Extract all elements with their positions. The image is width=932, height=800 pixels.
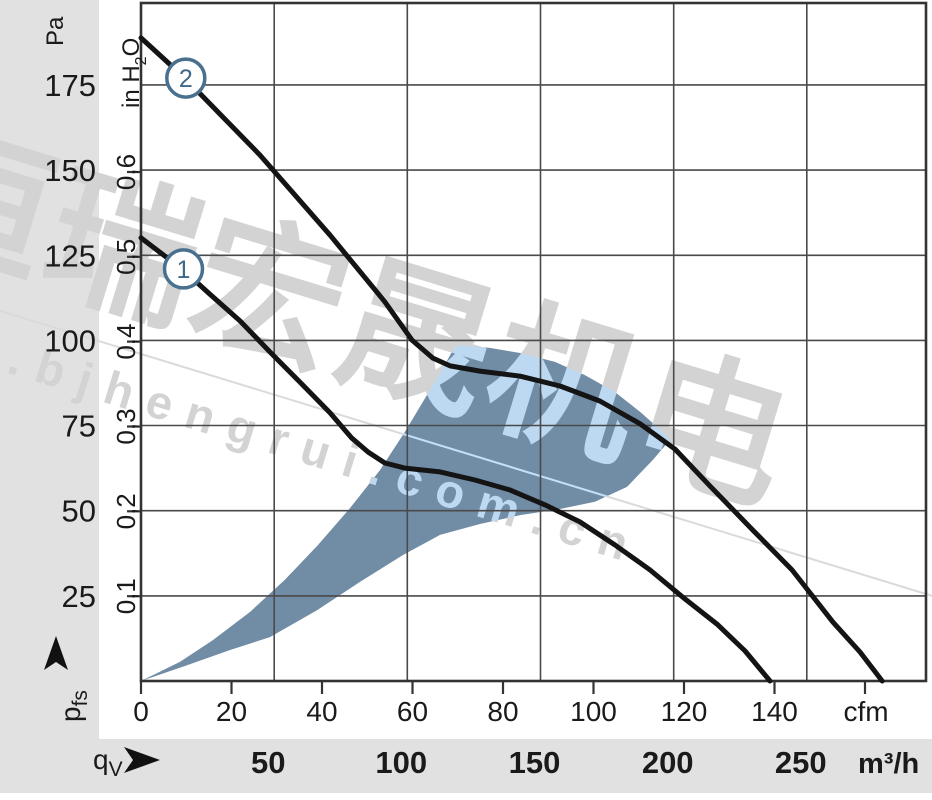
- m3h-tick-label: 150: [509, 745, 561, 780]
- inh2o-axis-title: in H2O: [118, 38, 150, 108]
- pfs-letter: p: [55, 706, 86, 722]
- cfm-tick-label: 140: [751, 696, 798, 727]
- curve-marker-circle-2: [165, 57, 207, 99]
- pfs-axis-label: pfs: [55, 690, 92, 722]
- pa-tick-label: 100: [44, 323, 96, 358]
- cfm-unit-label: cfm: [843, 696, 888, 727]
- qv-arrow-icon: [124, 747, 160, 773]
- cfm-tick-label: 100: [570, 696, 617, 727]
- inh2o-title-prefix: in H: [118, 65, 145, 108]
- curve-1: [138, 235, 773, 684]
- pa-tick-label: 50: [62, 494, 96, 529]
- inh2o-tick-label: 0,6: [111, 154, 141, 190]
- inh2o-title-suffix: O: [118, 38, 145, 57]
- pa-tick-label: 75: [62, 409, 96, 444]
- performance-curves: [138, 35, 885, 684]
- m3h-tick-label: 100: [375, 745, 427, 780]
- m3h-tick-label: 50: [251, 745, 285, 780]
- axis-ticks: [127, 170, 867, 694]
- curve-marker-number-2: 2: [179, 65, 193, 93]
- pfs-subscript: fs: [69, 690, 92, 706]
- inh2o-tick-label: 0,4: [111, 324, 141, 360]
- inh2o-tick-label: 0,5: [111, 239, 141, 275]
- cfm-tick-label: 80: [487, 696, 518, 727]
- curve-2: [138, 35, 885, 684]
- bottom-footer-band: [0, 739, 932, 793]
- pa-tick-label: 175: [44, 68, 96, 103]
- pa-tick-label: 25: [62, 579, 96, 614]
- cfm-tick-label: 40: [306, 696, 337, 727]
- cfm-tick-label: 0: [133, 696, 149, 727]
- m3h-tick-label: 250: [775, 745, 827, 780]
- m3h-unit-label: m³/h: [858, 748, 919, 780]
- cfm-tick-label: 20: [216, 696, 247, 727]
- inh2o-tick-label: 0,2: [111, 493, 141, 529]
- cfm-tick-label: 60: [397, 696, 428, 727]
- qv-axis-label: qV: [93, 744, 123, 781]
- pa-tick-label: 150: [44, 153, 96, 188]
- m3h-tick-label: 200: [642, 745, 694, 780]
- pa-axis-title: Pa: [42, 16, 69, 46]
- curve-marker-number-1: 1: [177, 256, 191, 284]
- inh2o-tick-label: 0,3: [111, 408, 141, 444]
- qv-subscript: V: [109, 758, 123, 781]
- inh2o-tick-label: 0,1: [111, 578, 141, 614]
- curve-markers: 21: [162, 57, 207, 290]
- cfm-tick-label: 120: [661, 696, 708, 727]
- pfs-arrow-icon: [44, 636, 68, 670]
- pa-tick-label: 125: [44, 238, 96, 273]
- inh2o-title-subscript: 2: [133, 56, 150, 65]
- qv-letter: q: [93, 744, 109, 775]
